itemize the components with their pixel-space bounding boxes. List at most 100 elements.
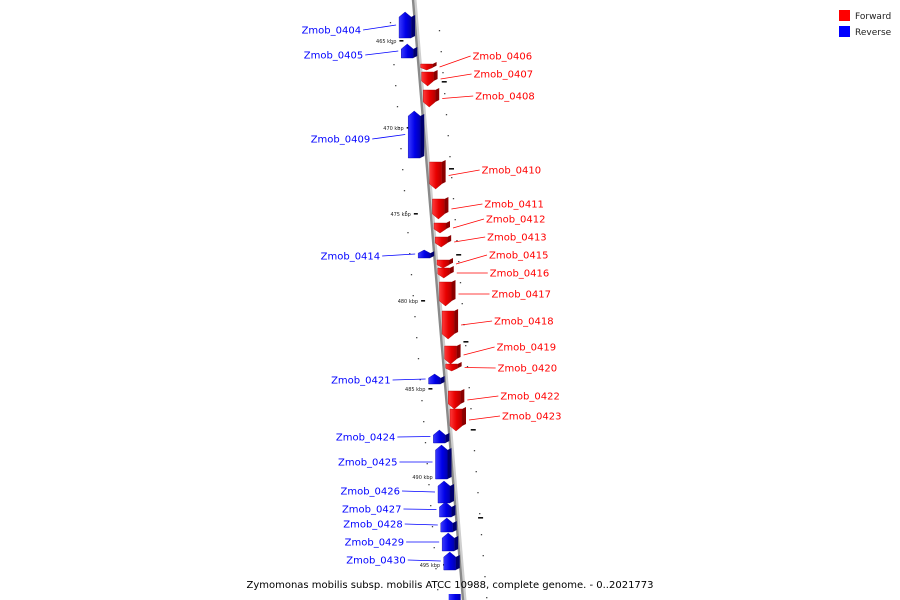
gene-label[interactable]: Zmob_0415	[489, 251, 549, 262]
gene-zmob-0416[interactable]: Zmob_0416	[437, 266, 550, 280]
track-dot	[447, 135, 449, 137]
gene-zmob-0406[interactable]: Zmob_0406	[420, 52, 533, 71]
forward-gene-arrow	[434, 236, 448, 248]
gene-label[interactable]: Zmob_0407	[474, 70, 534, 81]
track-dot	[421, 400, 423, 402]
reverse-gene-arrow	[433, 429, 446, 444]
gene-zmob-0415[interactable]: Zmob_0415	[436, 251, 549, 269]
gene-zmob-0419[interactable]: Zmob_0419	[444, 343, 557, 365]
gene-label[interactable]: Zmob_0428	[343, 520, 403, 531]
gene-arrow-side	[452, 521, 457, 532]
gene-zmob-0429[interactable]: Zmob_0429	[345, 532, 459, 552]
gene-zmob-0404[interactable]: Zmob_0404	[302, 11, 416, 39]
gene-zmob-0418[interactable]: Zmob_0418	[441, 309, 554, 340]
track-dot	[480, 534, 483, 536]
reverse-gene-arrow	[401, 43, 414, 59]
gene-zmob-0414[interactable]: Zmob_0414	[321, 249, 435, 263]
track-dot	[465, 345, 467, 347]
gene-zmob-0428[interactable]: Zmob_0428	[343, 517, 457, 533]
gene-leader-line	[455, 254, 488, 265]
gene-label[interactable]: Zmob_0408	[475, 92, 535, 103]
gene-label[interactable]: Zmob_0421	[331, 376, 391, 387]
gene-zmob-0423[interactable]: Zmob_0423	[449, 407, 562, 432]
gene-zmob-0405[interactable]: Zmob_0405	[304, 43, 418, 62]
gene-zmob-0417[interactable]: Zmob_0417	[439, 280, 552, 307]
gene-zmob-0424[interactable]: Zmob_0424	[336, 429, 450, 444]
track-dot	[409, 253, 411, 255]
track-dot	[475, 471, 477, 473]
gene-label[interactable]: Zmob_0410	[482, 166, 542, 177]
gene-zmob-0412[interactable]: Zmob_0412	[433, 215, 546, 234]
gene-zmob-0420[interactable]: Zmob_0420	[445, 362, 558, 375]
gene-label[interactable]: Zmob_0412	[486, 215, 546, 226]
gene-leader-line	[404, 523, 438, 526]
gene-label[interactable]: Zmob_0424	[336, 433, 396, 444]
legend-swatch-forward	[839, 10, 850, 21]
gene-label[interactable]: Zmob_0411	[484, 200, 544, 211]
gene-label[interactable]: Zmob_0418	[494, 317, 554, 328]
reverse-gene-arrow	[440, 517, 453, 533]
gene-label[interactable]: Zmob_0406	[473, 52, 533, 63]
forward-gene-arrow	[445, 363, 458, 372]
gene-zmob-0425[interactable]: Zmob_0425	[338, 444, 452, 480]
gene-label[interactable]: Zmob_0416	[490, 269, 550, 280]
track-dot	[456, 240, 458, 242]
track-dot	[452, 198, 455, 200]
gene-zmob-0409[interactable]: Zmob_0409	[311, 110, 425, 159]
gene-arrow-side	[444, 197, 449, 214]
forward-gene-arrow	[439, 281, 452, 307]
gene-label[interactable]: Zmob_0423	[502, 412, 562, 423]
gene-zmob-0411[interactable]: Zmob_0411	[432, 197, 544, 220]
gene-leader-line	[401, 490, 436, 493]
track-dot	[470, 408, 472, 410]
track-dot	[473, 450, 476, 452]
gene-zmob-0422[interactable]: Zmob_0422	[448, 389, 560, 410]
gene-leader-line	[392, 378, 426, 381]
gene-zmob-0413[interactable]: Zmob_0413	[434, 233, 547, 248]
track-dot	[417, 358, 420, 360]
gene-label[interactable]: Zmob_0426	[340, 487, 400, 498]
gene-leader-line	[372, 134, 406, 140]
gene-zmob-0407[interactable]: Zmob_0407	[421, 70, 534, 87]
gene-leader-line	[382, 253, 416, 257]
gene-zmob-0427[interactable]: Zmob_0427	[342, 501, 456, 518]
gene-label[interactable]: Zmob_0404	[302, 26, 362, 37]
gene-label[interactable]: Zmob_0420	[498, 364, 558, 375]
scale-tick-label: 475 kbp	[390, 212, 410, 218]
gene-zmob-0410[interactable]: Zmob_0410	[429, 160, 542, 190]
reverse-gene-arrow	[437, 480, 451, 504]
gene-leader-line	[463, 346, 495, 356]
gene-label[interactable]: Zmob_0425	[338, 458, 398, 469]
gene-label[interactable]: Zmob_0405	[304, 51, 364, 62]
gene-label[interactable]: Zmob_0414	[321, 252, 381, 263]
gene-label[interactable]: Zmob_0419	[497, 343, 557, 354]
gene-label[interactable]: Zmob_0422	[500, 392, 560, 403]
gene-arrow-side	[413, 47, 418, 58]
gene-leader-line	[363, 24, 397, 31]
forward-gene-arrow	[432, 198, 445, 220]
gene-zmob-0408[interactable]: Zmob_0408	[423, 88, 535, 108]
gene-arrow-side	[447, 448, 452, 479]
reverse-gene-arrow	[435, 444, 448, 480]
gene-zmob-0426[interactable]: Zmob_0426	[340, 480, 454, 504]
reverse-gene-arrow	[441, 532, 455, 552]
gene-label[interactable]: Zmob_0430	[346, 556, 406, 567]
gene-label[interactable]: Zmob_0409	[311, 135, 371, 146]
track-dot	[426, 463, 428, 465]
gene-arrow-side	[455, 555, 460, 570]
track-dot	[451, 177, 453, 179]
scale-tick-mark	[470, 429, 476, 431]
track-dot	[486, 597, 488, 599]
gene-label[interactable]: Zmob_0427	[342, 505, 402, 516]
reverse-gene-arrow	[398, 11, 412, 39]
gene-label[interactable]: Zmob_0429	[345, 538, 405, 549]
gene-arrow-side	[451, 280, 456, 301]
scale-tick-mark	[399, 40, 404, 42]
genome-caption: Zymomonas mobilis subsp. mobilis ATCC 10…	[246, 580, 653, 591]
gene-label[interactable]: Zmob_0413	[487, 233, 547, 244]
gene-label[interactable]: Zmob_0417	[492, 290, 552, 301]
track-dot	[459, 282, 462, 284]
gene-zmob-0421[interactable]: Zmob_0421	[331, 373, 445, 387]
gene-arrow-side	[445, 433, 450, 443]
gene-zmob-0430[interactable]: Zmob_0430	[346, 551, 460, 571]
